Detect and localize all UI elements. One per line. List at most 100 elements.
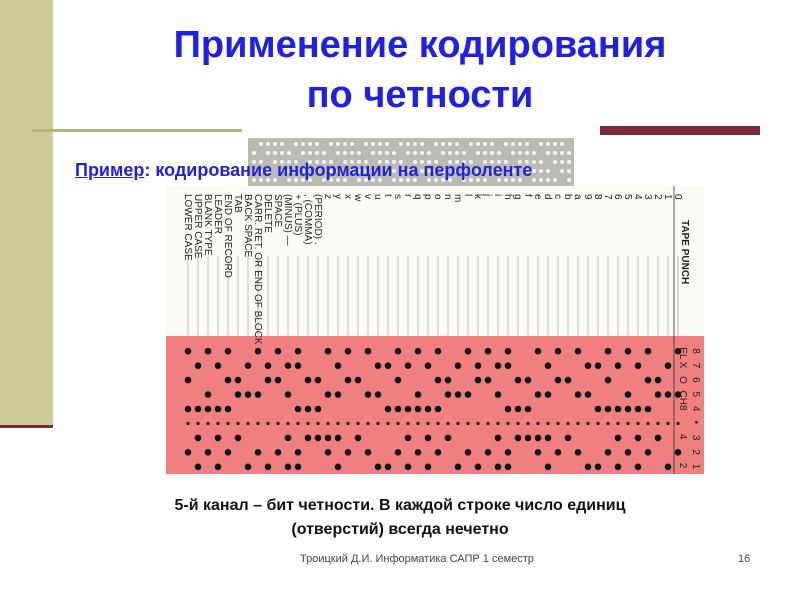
tape-punched-hole — [294, 463, 302, 471]
tape-punched-hole — [594, 463, 602, 471]
photo-hole — [469, 178, 473, 182]
photo-hole — [420, 160, 424, 164]
photo-hole — [378, 178, 382, 182]
photo-hole — [301, 142, 305, 146]
tape-sprocket-hole — [396, 421, 400, 426]
tape-punched-hole — [484, 347, 492, 355]
tape-sprocket-hole — [406, 421, 410, 426]
tape-punched-hole — [514, 405, 522, 413]
photo-hole — [455, 142, 459, 146]
tape-punched-hole — [524, 434, 532, 442]
tape-header: TAPE PUNCH — [679, 220, 690, 284]
tape-code-label: c — [552, 194, 563, 199]
photo-hole — [343, 160, 347, 164]
tape-punched-hole — [184, 405, 192, 413]
tape-punched-hole — [244, 463, 252, 471]
photo-hole — [280, 160, 284, 164]
tape-punched-hole — [524, 405, 532, 413]
photo-hole — [259, 142, 263, 146]
tape-sprocket-hole — [386, 421, 390, 426]
tape-punched-hole — [544, 362, 552, 369]
tape-sprocket-hole — [226, 421, 230, 426]
tape-sprocket-hole — [286, 421, 290, 426]
tape-punched-hole — [414, 405, 422, 413]
tape-punched-hole — [634, 405, 642, 413]
tape-punched-hole — [574, 449, 582, 456]
photo-hole — [455, 160, 459, 164]
photo-hole — [252, 160, 256, 164]
tape-sprocket-hole — [326, 421, 330, 426]
subtitle: Пример: кодирование информации на перфол… — [75, 160, 532, 181]
photo-hole — [420, 142, 424, 146]
photo-hole — [532, 169, 536, 173]
photo-hole — [434, 142, 438, 146]
photo-hole — [336, 151, 340, 155]
tape-punched-hole — [384, 405, 392, 413]
tape-punched-hole — [274, 376, 282, 384]
photo-hole — [441, 142, 445, 146]
photo-hole — [287, 169, 291, 173]
tape-punched-hole — [534, 391, 542, 398]
photo-hole — [336, 169, 340, 173]
tape-sprocket-hole — [186, 421, 190, 426]
slide-title: Применение кодирования по четности — [60, 20, 780, 120]
tape-sprocket-hole — [266, 421, 270, 426]
subtitle-rest: : кодирование информации на перфоленте — [144, 160, 533, 180]
photo-hole — [322, 178, 326, 182]
tape-punched-hole — [494, 463, 502, 471]
tape-code-label: b — [562, 194, 573, 200]
tape-sprocket-hole — [506, 421, 510, 426]
photo-hole — [413, 151, 417, 155]
tape-sprocket-hole — [626, 421, 630, 426]
photo-hole — [406, 151, 410, 155]
tape-code-label: 4 — [632, 194, 643, 200]
tape-punched-hole — [584, 463, 592, 471]
tape-sprocket-hole — [486, 421, 490, 426]
photo-hole — [518, 178, 522, 182]
tape-punched-hole — [294, 405, 302, 413]
tape-punched-hole — [554, 376, 562, 384]
tape-sprocket-hole — [546, 421, 550, 426]
tape-punched-hole — [314, 376, 322, 384]
photo-hole — [462, 160, 466, 164]
photo-hole — [476, 178, 480, 182]
tape-sprocket-hole — [306, 421, 310, 426]
photo-hole — [525, 169, 529, 173]
tape-code-label: u — [372, 194, 383, 200]
photo-hole — [469, 169, 473, 173]
tape-punched-hole — [624, 347, 632, 355]
tape-punched-hole — [534, 347, 542, 355]
tape-punched-hole — [304, 376, 312, 384]
photo-hole — [343, 151, 347, 155]
tape-code-label: p — [422, 194, 433, 200]
tape-punched-hole — [434, 347, 442, 355]
tape-punched-hole — [464, 391, 472, 398]
tape-sprocket-hole — [366, 421, 370, 426]
tape-punched-hole — [554, 347, 562, 355]
tape-punched-hole — [474, 376, 482, 384]
photo-hole — [525, 142, 529, 146]
photo-hole — [343, 142, 347, 146]
tape-punched-hole — [424, 463, 432, 471]
tape-code-label: t — [382, 194, 393, 197]
tape-punched-hole — [404, 434, 412, 442]
tape-punched-hole — [384, 362, 392, 369]
tape-sprocket-hole — [596, 421, 600, 426]
photo-hole — [294, 169, 298, 173]
photo-hole — [294, 142, 298, 146]
tape-punched-hole — [514, 376, 522, 384]
photo-hole — [427, 160, 431, 164]
photo-hole — [315, 169, 319, 173]
tape-sprocket-hole — [556, 421, 560, 426]
photo-hole — [392, 151, 396, 155]
tape-punched-hole — [604, 376, 612, 384]
title-rule-right — [600, 126, 760, 135]
tape-code-label: q — [412, 194, 423, 200]
photo-hole — [546, 142, 550, 146]
tape-channel-number: 7 — [690, 363, 701, 369]
tape-code-label: n — [442, 194, 453, 200]
tape-punched-hole — [534, 434, 542, 442]
tape-code-label: TAB — [232, 194, 243, 213]
tape-punched-hole — [474, 362, 482, 369]
photo-hole — [448, 178, 452, 182]
